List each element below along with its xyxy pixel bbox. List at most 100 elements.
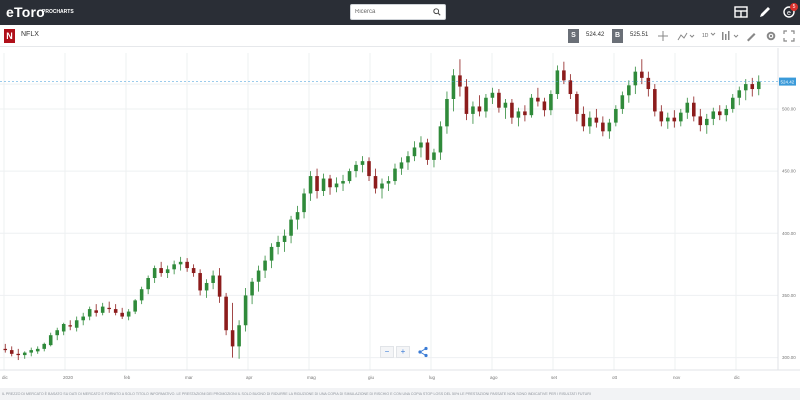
candle-body	[81, 316, 85, 321]
candle-body	[451, 75, 456, 99]
candle-body	[230, 330, 235, 347]
candle-body	[724, 108, 729, 116]
candle-body	[308, 176, 313, 194]
x-tick-label: ago	[490, 375, 498, 380]
candle-body	[48, 335, 53, 346]
candle-body	[730, 97, 735, 109]
candle-body	[432, 152, 436, 160]
x-tick-label: set	[551, 375, 558, 380]
candle-body	[666, 117, 670, 122]
candle-body	[503, 102, 508, 108]
timeframe-selector[interactable]: 1D	[702, 33, 709, 39]
candle-body	[367, 161, 371, 177]
candle-body	[529, 97, 534, 116]
candle-body	[126, 311, 131, 317]
chart-type-icon[interactable]	[677, 30, 695, 42]
zoom-in-button[interactable]: +	[396, 346, 410, 358]
candle-body	[256, 270, 261, 282]
candle-body	[321, 178, 326, 191]
candle-body	[627, 85, 631, 96]
candle-body	[191, 268, 196, 274]
x-tick-label: 2020	[63, 375, 74, 380]
candle-body	[419, 142, 423, 148]
candle-body	[282, 235, 287, 242]
layout-icon[interactable]	[734, 5, 748, 19]
candle-body	[646, 77, 651, 90]
search-icon[interactable]	[433, 8, 441, 16]
candle-body	[438, 126, 443, 153]
x-tick-label: mag	[307, 375, 316, 380]
chart-toolbar: N NFLX S 524.42 B 525.51 1D	[0, 25, 800, 47]
candle-body	[575, 94, 579, 114]
candle-body	[581, 113, 586, 127]
candle-body	[107, 307, 111, 310]
candle-body	[393, 168, 397, 182]
candle-body	[685, 102, 690, 113]
zoom-out-button[interactable]: −	[380, 346, 394, 358]
etoro-logo[interactable]: eToro	[6, 4, 45, 20]
candle-body	[243, 295, 248, 326]
x-tick-label: dic	[2, 375, 9, 380]
crosshair-icon[interactable]	[657, 30, 669, 42]
procharts-label: PROCHARTS	[42, 9, 74, 15]
x-tick-label: apr	[246, 375, 253, 380]
x-tick-label: mar	[185, 375, 193, 380]
search-box[interactable]	[350, 4, 446, 20]
share-icon[interactable]	[417, 346, 429, 358]
candle-body	[743, 84, 748, 91]
candle-body	[653, 89, 657, 112]
candle-body	[302, 193, 306, 213]
candle-body	[380, 183, 384, 189]
candle-body	[68, 325, 72, 327]
candle-body	[698, 116, 703, 126]
sell-button[interactable]: S	[568, 29, 579, 43]
candle-body	[477, 106, 482, 112]
top-nav-bar: eToro PROCHARTS e 5	[0, 0, 800, 25]
buy-button[interactable]: B	[612, 29, 623, 43]
candle-body	[315, 176, 319, 191]
candle-body	[568, 80, 573, 95]
candle-body	[198, 273, 202, 291]
candle-body	[61, 324, 66, 332]
price-chart[interactable]: 300.00350.00400.00450.00500.00520.00dic2…	[0, 48, 800, 400]
candle-body	[523, 111, 527, 116]
candle-body	[614, 108, 618, 123]
candle-body	[497, 92, 501, 108]
candle-body	[692, 102, 696, 117]
x-tick-label: giu	[368, 375, 375, 380]
fullscreen-icon[interactable]	[783, 30, 795, 42]
pencil-icon[interactable]	[758, 5, 772, 19]
candle-body	[185, 261, 189, 269]
candle-body	[237, 325, 241, 347]
candle-body	[607, 122, 612, 132]
x-tick-label: feb	[124, 375, 131, 380]
candle-body	[204, 282, 209, 291]
candle-body	[373, 176, 378, 189]
account-icon[interactable]: e	[782, 5, 796, 19]
indicators-icon[interactable]	[720, 30, 740, 42]
candle-body	[263, 260, 267, 271]
candle-body	[133, 300, 137, 312]
candle-body	[672, 117, 677, 122]
candle-body	[152, 268, 157, 279]
drawing-tools-icon[interactable]	[745, 30, 757, 42]
candle-body	[120, 312, 124, 317]
candlestick-chart-svg[interactable]: 300.00350.00400.00450.00500.00520.00dic2…	[0, 48, 800, 388]
y-tick-label: 350.00	[782, 293, 796, 298]
candle-body	[659, 111, 664, 122]
search-input[interactable]	[355, 6, 431, 18]
x-tick-label: ott	[612, 375, 618, 380]
candle-body	[633, 71, 638, 86]
gear-icon[interactable]	[765, 30, 777, 42]
candle-body	[289, 219, 293, 236]
candle-body	[165, 269, 170, 274]
candle-body	[555, 70, 560, 95]
candle-body	[55, 330, 59, 336]
x-tick-label: dic	[734, 375, 741, 380]
x-tick-label: lug	[429, 375, 436, 380]
candle-body	[217, 275, 222, 297]
candle-body	[250, 281, 254, 296]
candle-body	[347, 171, 352, 182]
candle-body	[445, 98, 449, 127]
candle-body	[178, 261, 183, 265]
